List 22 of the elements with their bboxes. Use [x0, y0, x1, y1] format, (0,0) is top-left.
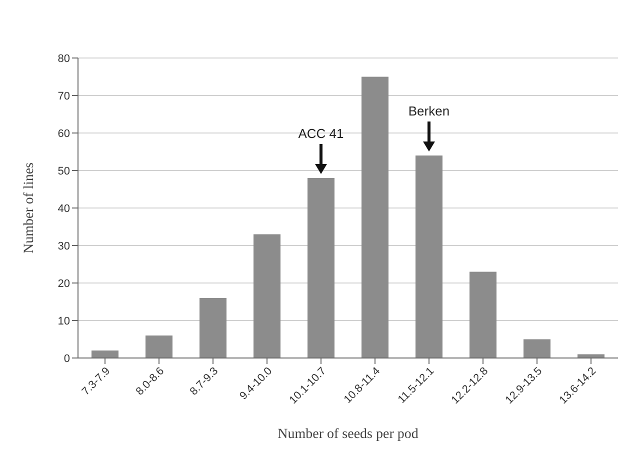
bar: [470, 272, 496, 358]
y-tick-label: 20: [58, 278, 70, 290]
bar: [362, 76, 388, 358]
x-axis-title: Number of seeds per pod: [278, 427, 418, 442]
y-axis-title: Number of lines: [22, 162, 37, 254]
y-tick-label: 80: [58, 52, 70, 65]
y-tick-label: 40: [58, 202, 70, 215]
bar: [200, 298, 226, 358]
bar: [308, 178, 334, 358]
y-tick-label: 10: [58, 315, 70, 328]
bar: [92, 350, 118, 358]
y-tick-label: 30: [58, 240, 70, 252]
bar: [524, 339, 550, 358]
y-tick-label: 60: [58, 128, 70, 140]
bar: [146, 336, 172, 358]
annotation: ACC 41: [298, 126, 344, 141]
y-tick-label: 70: [58, 90, 70, 102]
bar: [254, 234, 280, 358]
y-tick-label: 50: [58, 165, 70, 178]
y-tick-label: 0: [64, 352, 70, 365]
bar: [416, 156, 442, 358]
annotation: Berken: [408, 104, 450, 118]
